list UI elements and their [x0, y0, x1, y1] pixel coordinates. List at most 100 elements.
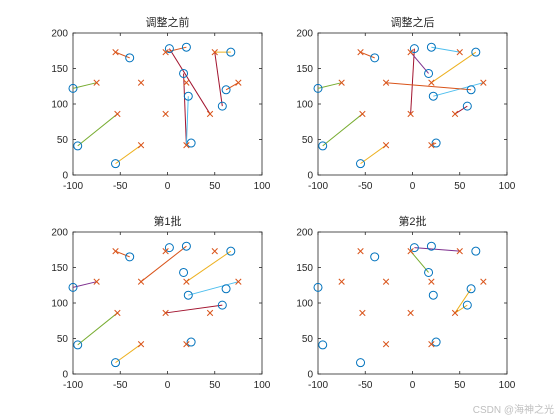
circle-marker — [217, 300, 227, 310]
cross-marker — [183, 278, 190, 285]
cross-marker — [162, 110, 169, 118]
x-tick-label: 50 — [209, 181, 221, 192]
y-tick-label: 200 — [296, 228, 313, 239]
x-tick-label: -100 — [63, 380, 83, 391]
y-tick-label: 150 — [296, 263, 313, 274]
circle-marker — [186, 337, 196, 347]
x-tick-label: 0 — [410, 380, 416, 391]
y-tick-label: 50 — [302, 334, 314, 345]
x-tick-label: 50 — [209, 380, 221, 391]
link-line — [168, 48, 211, 115]
cross-marker — [359, 110, 366, 118]
link-line — [431, 51, 477, 84]
cross-marker — [183, 142, 190, 149]
y-tick-label: 100 — [51, 299, 68, 310]
cross-marker — [451, 309, 459, 317]
y-tick-label: 150 — [51, 263, 68, 274]
y-tick-label: 0 — [62, 171, 68, 182]
cross-marker — [235, 278, 242, 285]
link-line — [454, 288, 472, 314]
cross-marker — [382, 79, 390, 86]
cross-marker — [162, 309, 169, 317]
circle-marker — [471, 47, 481, 57]
circle-marker — [424, 68, 434, 78]
circle-marker — [111, 159, 121, 169]
subplot-4: 第2批 -100 -50 0 50 100 0 50 100 150 200 — [296, 214, 515, 391]
link-line — [77, 113, 118, 147]
cross-marker — [407, 49, 414, 56]
link-line — [360, 144, 387, 165]
circle-marker — [426, 42, 436, 52]
circle-marker — [68, 83, 78, 93]
link-line — [410, 250, 429, 273]
circle-marker — [313, 83, 323, 93]
cross-marker — [112, 49, 119, 56]
cross-marker — [357, 248, 364, 255]
circle-marker — [164, 243, 174, 253]
link-line — [410, 48, 415, 114]
y-tick-label: 100 — [51, 100, 68, 111]
subplot-title: 调整之前 — [146, 15, 190, 29]
x-tick-label: -50 — [358, 380, 373, 391]
link-line — [433, 82, 484, 97]
cross-marker — [211, 49, 218, 56]
circle-marker — [125, 53, 135, 63]
cross-marker — [382, 278, 390, 285]
subplot-title: 第2批 — [398, 214, 426, 228]
circle-marker — [462, 300, 472, 310]
circle-marker — [370, 252, 380, 262]
circle-marker — [424, 267, 434, 277]
circle-marker — [179, 267, 189, 277]
y-tick-label: 0 — [307, 171, 313, 182]
x-tick-label: -100 — [308, 181, 328, 192]
link-line — [322, 113, 363, 147]
circle-marker — [183, 290, 193, 300]
y-tick-label: 0 — [62, 370, 68, 381]
cross-marker — [206, 309, 214, 317]
cross-marker — [338, 278, 345, 285]
cross-marker — [206, 110, 214, 118]
y-tick-label: 200 — [51, 29, 68, 40]
circle-marker — [226, 47, 236, 57]
cross-marker — [456, 49, 463, 56]
cross-marker — [480, 278, 487, 285]
circle-marker — [426, 241, 436, 251]
y-tick-label: 50 — [302, 135, 314, 146]
circle-marker — [183, 91, 193, 101]
y-tick-label: 150 — [51, 64, 68, 75]
circle-marker — [428, 91, 438, 101]
link-line — [214, 52, 223, 107]
circle-marker — [356, 159, 366, 169]
watermark: CSDN @海神之光 — [472, 405, 554, 416]
circle-marker — [356, 358, 366, 368]
link-line — [188, 281, 239, 296]
cross-marker — [93, 79, 100, 86]
cross-marker — [407, 248, 414, 255]
cross-marker — [235, 79, 242, 86]
x-tick-label: -50 — [358, 181, 373, 192]
subplot-title: 调整之后 — [391, 15, 435, 29]
link-line — [360, 51, 375, 59]
y-tick-label: 50 — [57, 334, 69, 345]
cross-marker — [428, 341, 435, 348]
y-tick-label: 0 — [307, 370, 313, 381]
cross-marker — [456, 248, 463, 255]
cross-marker — [137, 341, 145, 348]
circle-marker — [370, 53, 380, 63]
link-line — [115, 51, 130, 59]
link-line — [115, 343, 142, 364]
cross-marker — [162, 49, 169, 56]
x-tick-label: 100 — [499, 181, 516, 192]
y-tick-label: 150 — [296, 64, 313, 75]
cross-marker — [428, 278, 435, 285]
link-line — [225, 82, 239, 91]
circle-marker — [181, 241, 191, 251]
x-tick-label: 50 — [454, 380, 466, 391]
circle-marker — [125, 252, 135, 262]
cross-marker — [382, 142, 390, 149]
circle-marker — [462, 101, 472, 111]
cross-marker — [137, 278, 145, 285]
x-tick-label: -100 — [63, 181, 83, 192]
cross-marker — [114, 309, 121, 317]
